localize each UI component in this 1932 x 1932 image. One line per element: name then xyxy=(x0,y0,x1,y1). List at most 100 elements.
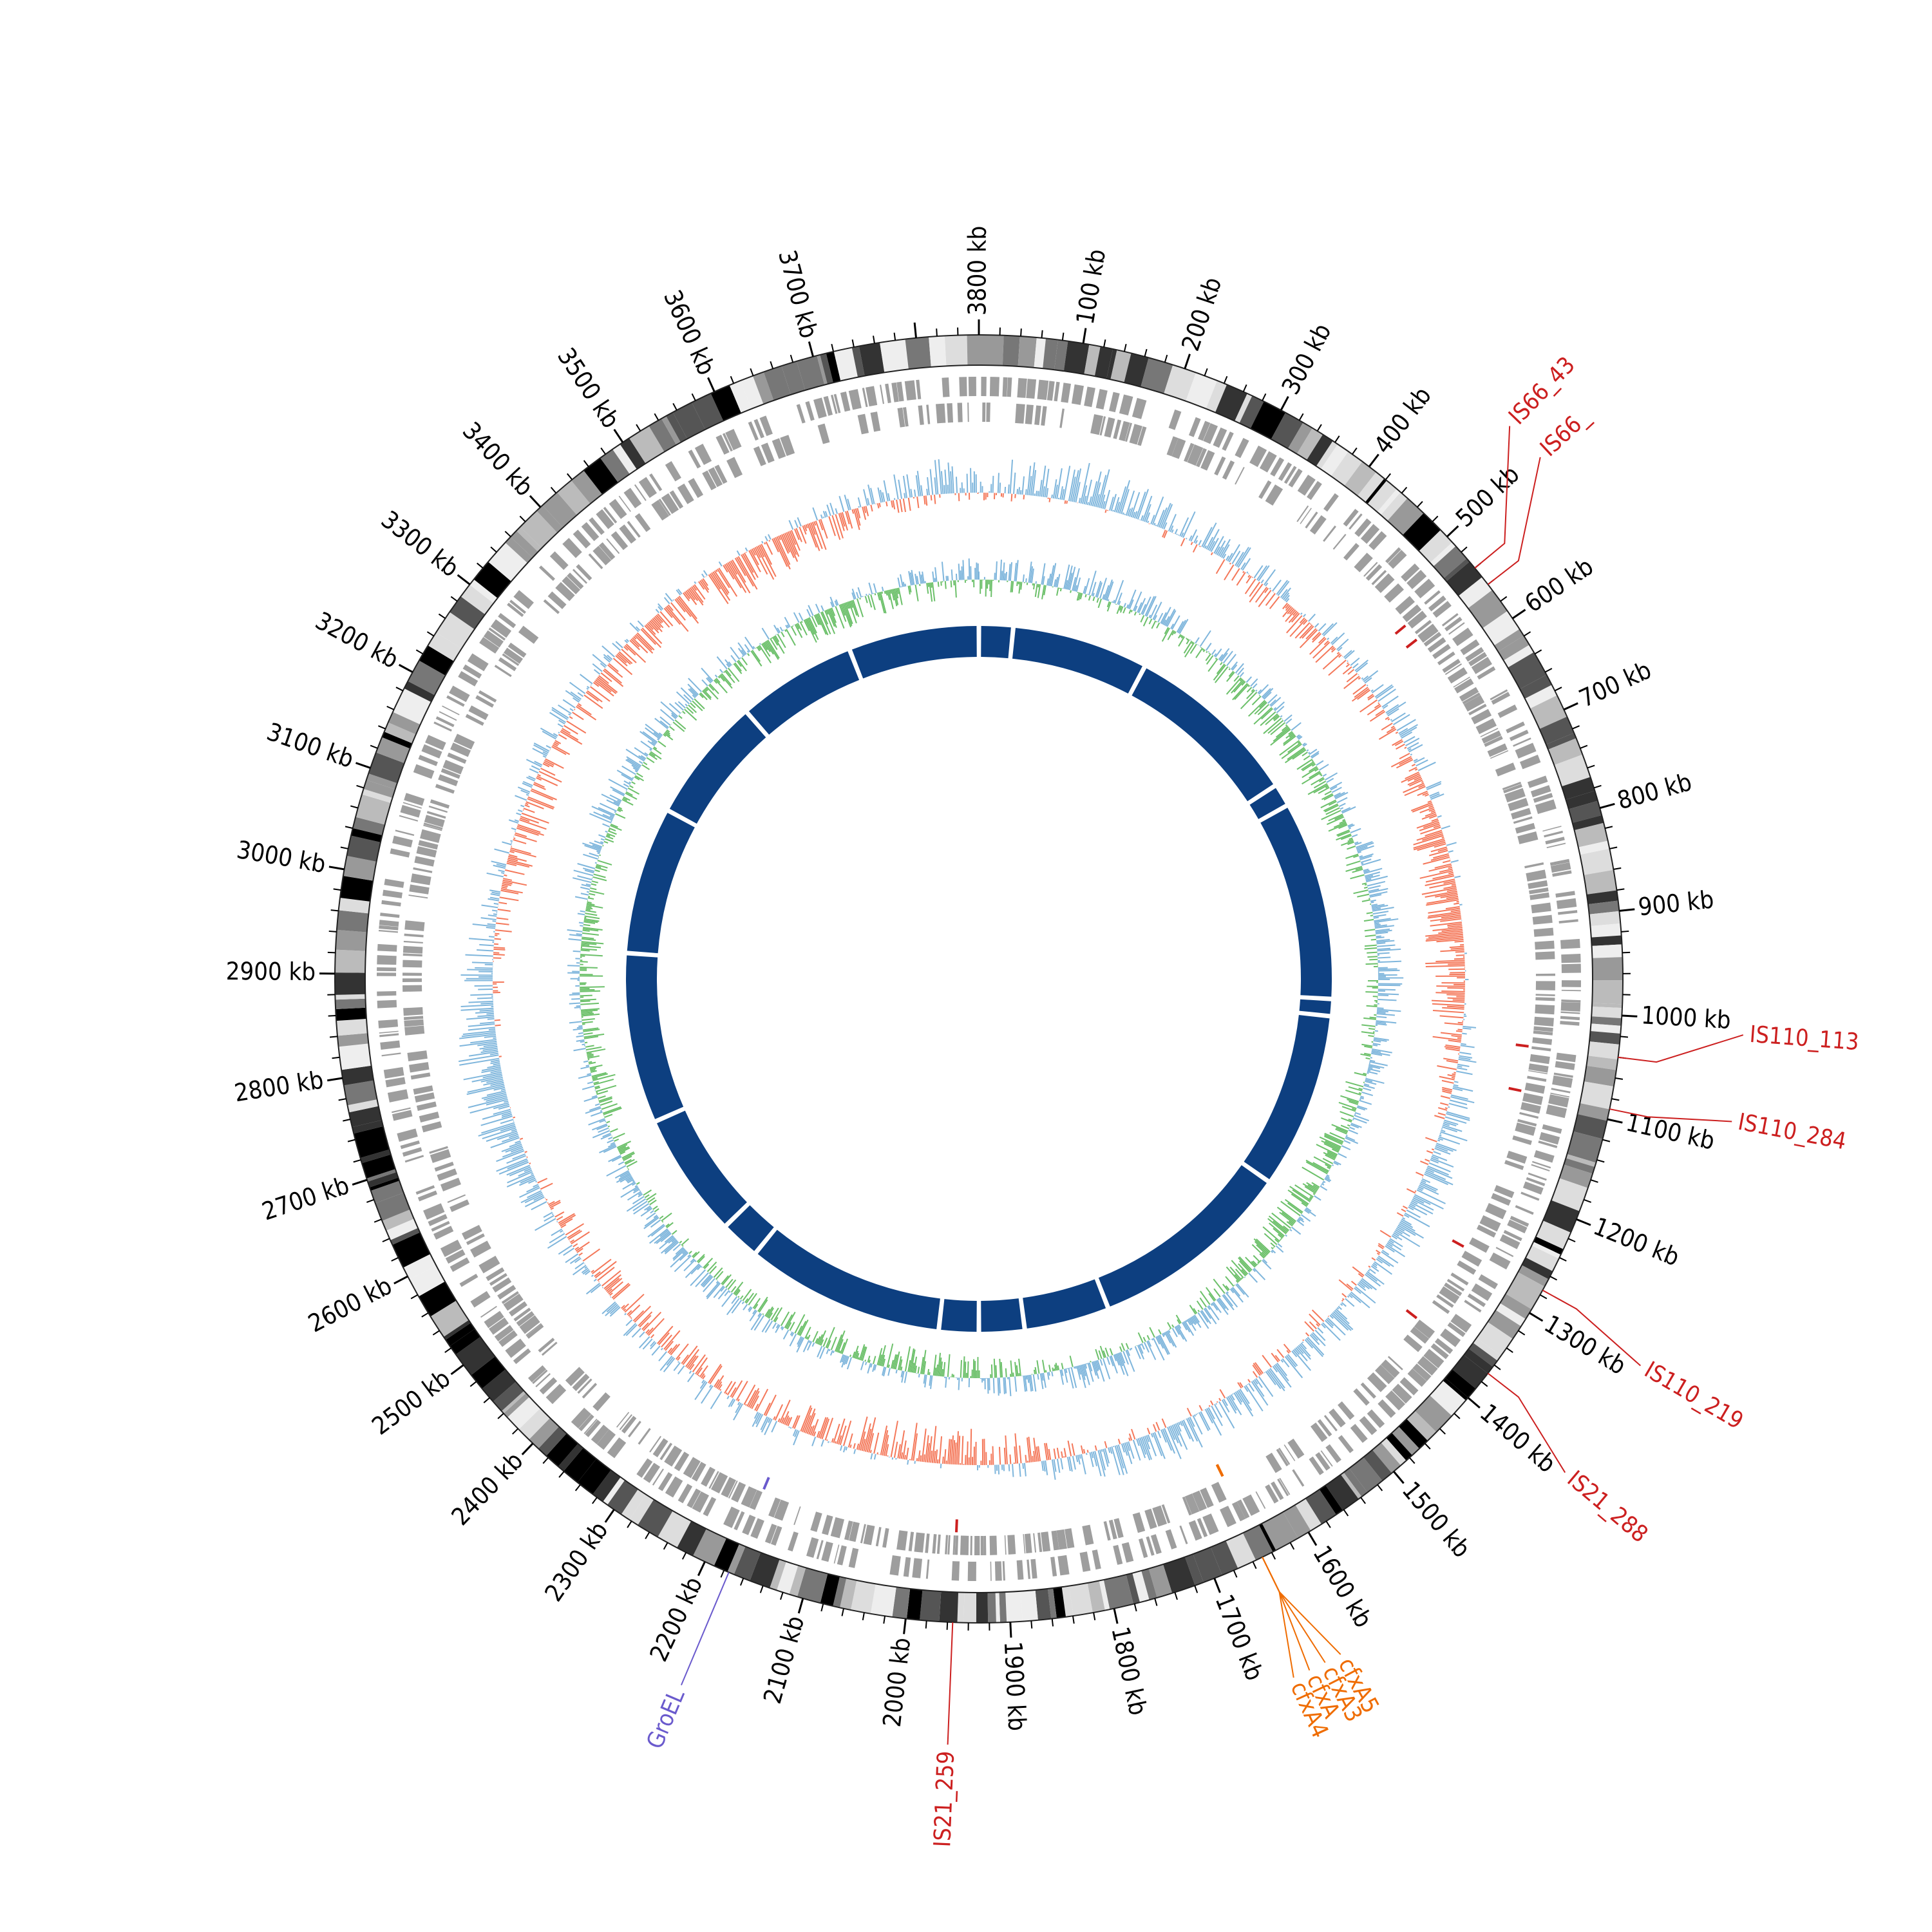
gene-block xyxy=(1512,1135,1532,1145)
gc-content-bar xyxy=(632,767,639,772)
gc-content-bar xyxy=(1305,1159,1329,1173)
gc-skew-bar xyxy=(1218,1401,1235,1429)
gc-content-bar xyxy=(634,775,645,782)
synteny-block xyxy=(1299,999,1331,1014)
gc-content-bar xyxy=(1367,1070,1378,1075)
gc-skew-bar xyxy=(660,1347,663,1350)
gc-skew-bar xyxy=(566,720,587,734)
gc-content-bar xyxy=(720,1286,726,1292)
gc-skew-bar xyxy=(1286,1350,1290,1354)
gc-skew-bar xyxy=(944,469,947,494)
gc-skew-bar xyxy=(838,1435,842,1445)
gc-skew-bar xyxy=(542,751,548,755)
gc-skew-bar xyxy=(1248,1383,1255,1392)
gc-content-bar xyxy=(687,1254,691,1258)
gc-content-bar xyxy=(1303,755,1311,761)
gc-content-bar xyxy=(797,623,802,631)
gc-content-bar xyxy=(627,1191,641,1201)
gc-content-bar xyxy=(1229,1266,1242,1280)
ideogram-band xyxy=(1589,911,1621,926)
gc-content-bar xyxy=(1323,1180,1326,1183)
gc-skew-bar xyxy=(1407,748,1412,752)
gc-skew-bar xyxy=(605,1303,618,1316)
gc-content-bar xyxy=(584,915,600,920)
gc-content-bar xyxy=(1191,641,1194,645)
gc-skew-bar xyxy=(717,568,730,589)
ideogram-band xyxy=(1548,738,1583,766)
gc-skew-bar xyxy=(1026,1437,1030,1463)
gc-content-bar xyxy=(1359,1098,1361,1101)
gc-content-bar xyxy=(761,643,771,657)
gc-skew-bar xyxy=(551,1213,554,1215)
gc-skew-bar xyxy=(699,1365,708,1378)
gc-content-bar xyxy=(795,623,800,630)
gc-skew-bar xyxy=(824,1417,834,1441)
gc-content-bar xyxy=(1152,601,1162,620)
gc-skew-bar xyxy=(748,1388,760,1408)
gc-skew-bar xyxy=(760,1416,768,1430)
gc-content-bar xyxy=(1284,1198,1303,1213)
gc-skew-bar xyxy=(1152,1432,1163,1457)
gene-block xyxy=(967,1561,976,1581)
gc-content-bar xyxy=(1171,615,1180,630)
gc-content-bar xyxy=(835,605,845,629)
gc-content-bar xyxy=(688,1251,692,1255)
gc-content-bar xyxy=(821,611,829,625)
gc-skew-bar xyxy=(665,592,673,602)
gc-skew-bar xyxy=(1302,625,1314,639)
gene-block xyxy=(1444,1282,1463,1296)
gc-skew-bar xyxy=(1408,1206,1414,1211)
gc-skew-bar xyxy=(1263,569,1276,586)
gc-content-bar xyxy=(1063,1368,1068,1383)
gc-skew-bar xyxy=(481,1092,507,1099)
gc-skew-bar xyxy=(481,904,498,909)
gc-content-bar xyxy=(588,1118,605,1126)
gc-skew-bar xyxy=(481,1068,502,1074)
gc-content-bar xyxy=(947,1354,951,1378)
gene-block xyxy=(1121,1542,1134,1563)
gene-block xyxy=(1211,1482,1227,1503)
ideogram-band xyxy=(1184,1554,1204,1586)
gc-content-bar xyxy=(1183,640,1193,654)
gc-skew-bar xyxy=(493,1037,497,1039)
synteny-block xyxy=(941,1299,977,1332)
gc-skew-bar xyxy=(1448,963,1465,965)
gc-skew-bar xyxy=(1100,494,1106,509)
gc-skew-bar xyxy=(1280,1359,1284,1363)
gc-content-bar xyxy=(855,1350,859,1359)
ideogram-band xyxy=(1494,629,1524,652)
gc-skew-bar xyxy=(896,499,900,513)
feature-marker-IS66_43_a xyxy=(1394,624,1406,635)
gc-content-bar xyxy=(649,1199,657,1206)
gc-skew-bar xyxy=(1444,1046,1461,1050)
gc-skew-bar xyxy=(657,613,670,628)
ideogram-band xyxy=(1331,451,1363,486)
gc-skew-bar xyxy=(1399,757,1413,766)
gc-skew-bar xyxy=(806,1412,816,1434)
gc-content-bar xyxy=(675,1247,684,1255)
gc-content-bar xyxy=(582,1085,595,1090)
gc-content-bar xyxy=(737,659,747,672)
gc-skew-bar xyxy=(702,578,708,586)
gc-content-bar xyxy=(1113,600,1115,603)
gc-content-bar xyxy=(1316,1144,1338,1155)
gene-block xyxy=(830,1517,844,1539)
gc-content-bar xyxy=(714,674,718,678)
gc-skew-bar xyxy=(755,1388,769,1412)
gene-block xyxy=(1522,1092,1544,1105)
gene-block xyxy=(1166,436,1179,457)
gc-content-bar xyxy=(1302,743,1306,746)
ideogram-band xyxy=(505,536,533,564)
gene-block xyxy=(576,564,592,581)
gc-skew-bar xyxy=(631,1327,641,1338)
gc-content-bar xyxy=(1328,800,1337,806)
gc-content-bar xyxy=(705,687,709,691)
gc-content-bar xyxy=(1277,1243,1283,1248)
gc-skew-bar xyxy=(1229,562,1231,565)
gene-block xyxy=(722,433,733,452)
gc-skew-bar xyxy=(1448,871,1454,875)
gc-skew-bar xyxy=(1446,1111,1470,1119)
ideogram-band xyxy=(661,415,681,445)
tick-label-300: 300 kb xyxy=(1276,319,1337,399)
gene-block xyxy=(424,815,445,828)
